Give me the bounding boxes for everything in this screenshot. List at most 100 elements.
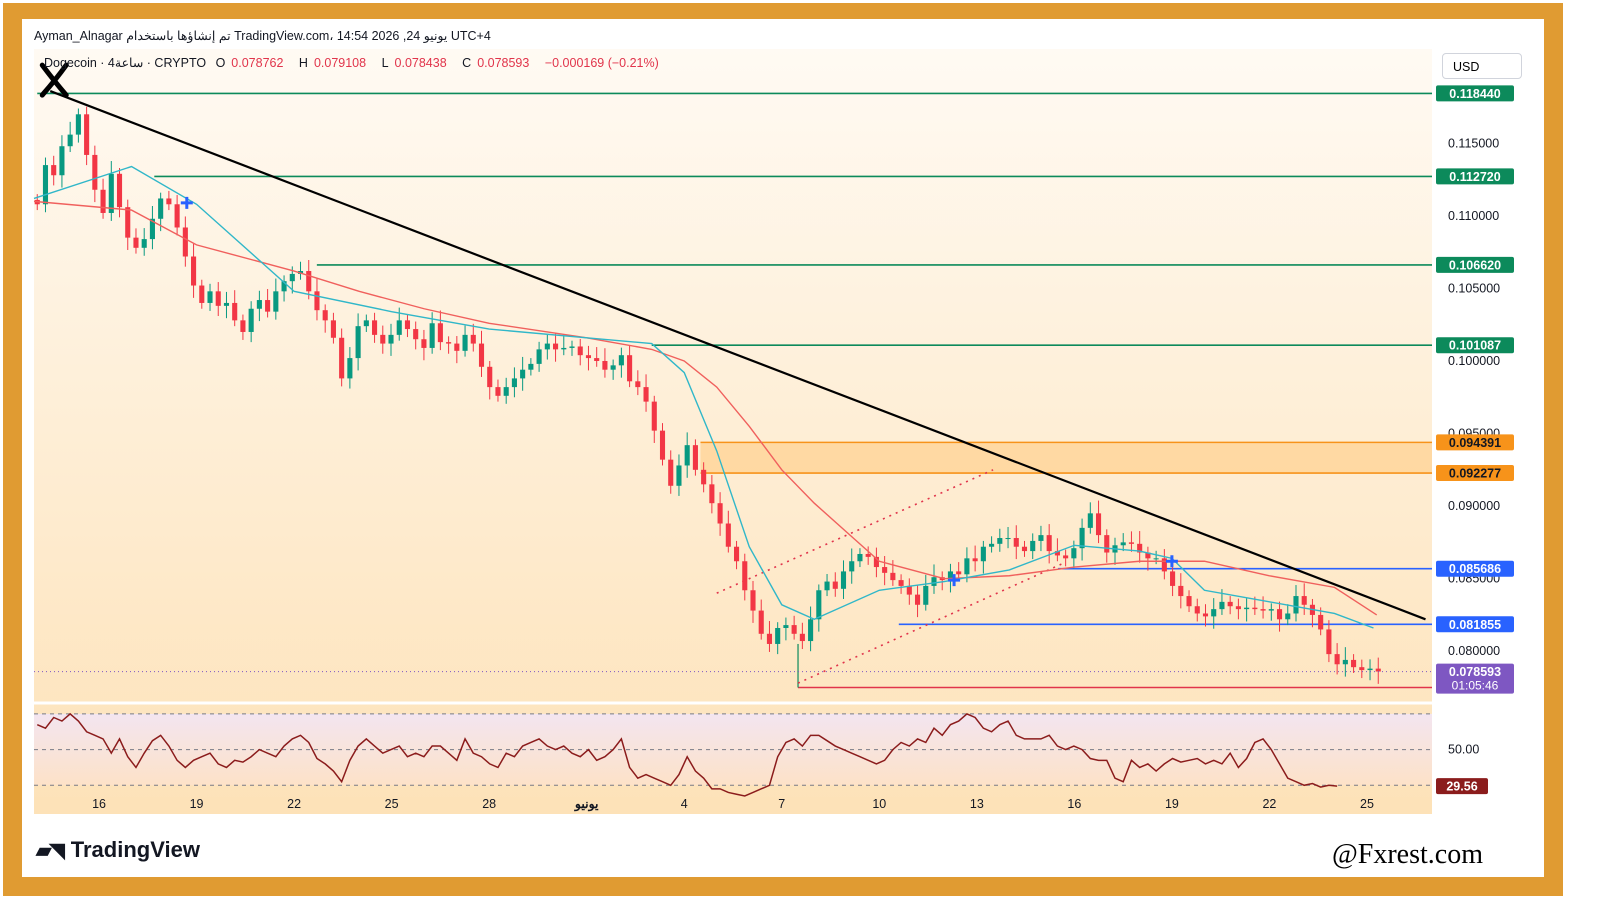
candle-body <box>380 334 386 344</box>
candle-body <box>1293 596 1299 614</box>
rsi-tick-label: 50.00 <box>1448 743 1479 757</box>
candle-body <box>355 326 361 359</box>
candle-body <box>840 571 847 589</box>
time-tick-label: 19 <box>1165 797 1179 811</box>
candle-body <box>742 561 748 591</box>
candle-body <box>890 572 896 581</box>
candle-body <box>511 378 517 388</box>
price-tick-label: 0.090000 <box>1448 499 1500 513</box>
level-price-label: 0.094391 <box>1449 436 1501 450</box>
candle-body <box>783 625 789 628</box>
time-tick-label: 4 <box>681 797 688 811</box>
candle-body <box>289 273 295 282</box>
time-tick-label: 13 <box>970 797 984 811</box>
time-tick-label: 22 <box>287 797 301 811</box>
candle-body <box>947 571 954 581</box>
candle-body <box>997 538 1003 544</box>
channel-line <box>716 469 994 594</box>
candle-body <box>651 401 657 431</box>
candle-body <box>750 590 756 611</box>
candle-body <box>273 291 279 312</box>
time-tick-label: 25 <box>1360 797 1374 811</box>
candle-body <box>330 320 336 338</box>
candle-body <box>1038 535 1044 541</box>
candle-body <box>199 285 205 303</box>
price-chart[interactable]: 0.1200000.1150000.1100000.1050000.100000… <box>22 19 1544 877</box>
candle-body <box>906 585 912 595</box>
candle-body <box>1186 596 1192 607</box>
level-label-bg <box>1436 85 1514 102</box>
time-tick-label: 19 <box>190 797 204 811</box>
time-axis-background <box>34 797 1432 814</box>
candle-body <box>1244 607 1250 610</box>
watermark: @Fxrest.com <box>1332 839 1483 870</box>
level-label-bg <box>1436 434 1514 451</box>
candle-body <box>1087 513 1093 528</box>
candle-body <box>1194 606 1200 614</box>
candle-body <box>1326 629 1332 655</box>
candle-body <box>758 610 764 634</box>
candle-body <box>733 546 740 562</box>
level-label-bg <box>1436 256 1514 273</box>
current-price-label-bg <box>1436 663 1514 694</box>
candle-body <box>446 342 452 344</box>
candle-body <box>989 543 995 547</box>
candle-body <box>659 430 666 460</box>
candle-body <box>116 173 123 208</box>
candle-body <box>1063 555 1069 559</box>
ohlc-low: L 0.078438 <box>381 56 447 70</box>
time-tick-label: 10 <box>872 797 886 811</box>
candle-body <box>478 343 485 367</box>
candle-body <box>1342 659 1348 665</box>
time-tick-label: 25 <box>385 797 399 811</box>
level-price-label: 0.106620 <box>1449 258 1501 272</box>
cross-marker-icon <box>180 196 193 209</box>
candle-body <box>725 523 731 547</box>
candle-body <box>363 320 369 327</box>
level-label-bg <box>1436 337 1514 354</box>
candle-body <box>1079 527 1085 549</box>
candle-body <box>1219 601 1225 610</box>
candle-body <box>1120 542 1126 546</box>
candle-body <box>956 571 962 575</box>
candle-body <box>495 387 501 396</box>
candle-body <box>437 323 443 343</box>
candle-body <box>709 484 715 504</box>
candle-body <box>100 189 106 213</box>
symbol-name[interactable]: Dogecoin · 4ساعة · CRYPTO <box>44 56 207 70</box>
time-tick-label: يونيو <box>574 797 599 812</box>
candle-body <box>248 308 254 332</box>
candle-body <box>149 218 155 240</box>
current-price-label: 0.078593 <box>1449 665 1501 679</box>
bar-countdown-label: 01:05:46 <box>1452 679 1499 693</box>
candle-body <box>487 366 493 388</box>
level-price-label: 0.092277 <box>1449 467 1501 481</box>
candle-body <box>191 256 197 286</box>
candle-body <box>265 300 271 312</box>
candle-body <box>1367 668 1373 671</box>
candle-body <box>569 346 575 348</box>
candle-body <box>1021 546 1028 552</box>
candle-body <box>1030 540 1036 552</box>
candle-body <box>676 465 682 486</box>
candle-body <box>1054 551 1060 556</box>
currency-selector[interactable]: USD <box>1442 53 1522 79</box>
candle-body <box>1005 538 1011 540</box>
candle-body <box>594 358 600 361</box>
candle-body <box>602 360 608 370</box>
rsi-last-label-bg <box>1436 778 1488 795</box>
candle-body <box>931 577 937 586</box>
candle-body <box>158 198 164 219</box>
candle-body <box>1227 601 1233 607</box>
candle-body <box>923 585 929 605</box>
candle-body <box>166 198 172 205</box>
candle-body <box>536 349 542 364</box>
candle-body <box>215 291 221 306</box>
candle-body <box>1046 535 1052 552</box>
candle-body <box>577 346 583 356</box>
candle-body <box>1128 542 1134 544</box>
candle-body <box>618 355 624 366</box>
candle-body <box>1153 558 1159 560</box>
rsi-line <box>36 712 1338 797</box>
candle-body <box>322 310 328 321</box>
